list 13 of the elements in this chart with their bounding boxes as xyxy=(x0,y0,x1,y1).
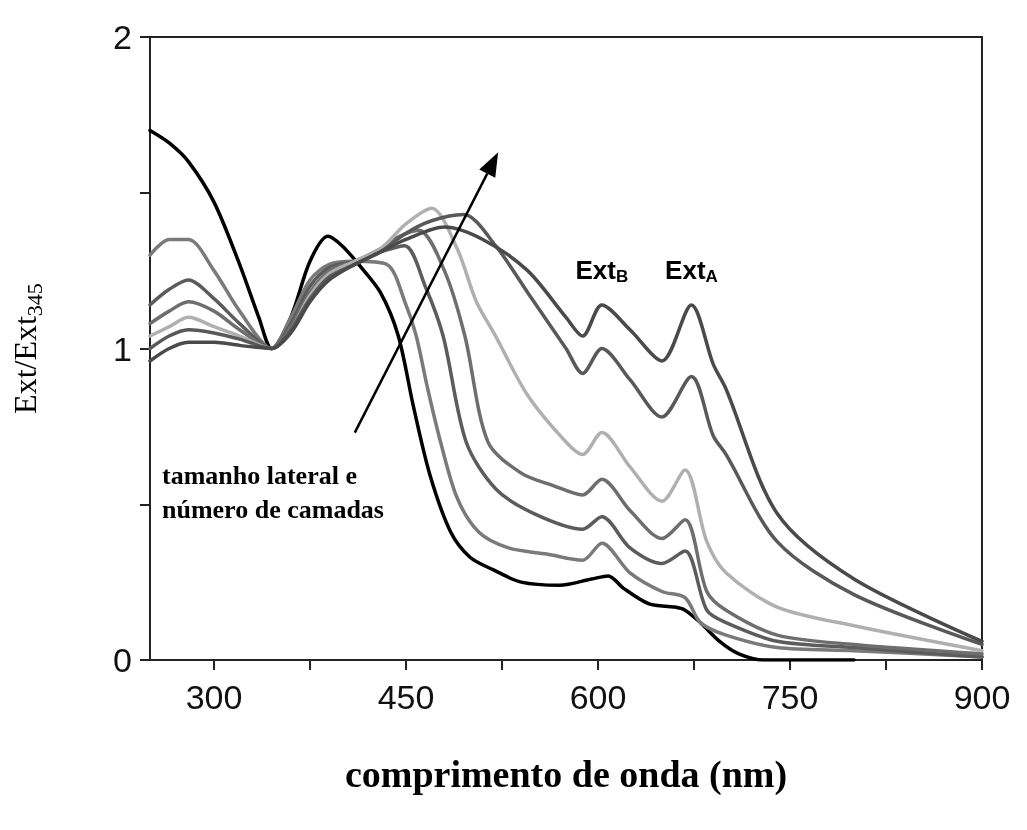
x-tick-label: 600 xyxy=(569,678,627,716)
x-tick-label: 300 xyxy=(185,678,243,716)
x-tick-label: 900 xyxy=(953,678,1011,716)
x-tick-label: 450 xyxy=(377,678,435,716)
y-tick-label: 2 xyxy=(113,18,132,56)
y-tick-label: 0 xyxy=(113,641,132,679)
annotation: ExtA xyxy=(665,255,718,286)
y-tick-label: 1 xyxy=(113,329,132,368)
x-axis-title: comprimento de onda (nm) xyxy=(344,753,788,796)
annotation: ExtB xyxy=(575,255,629,286)
annotation: tamanho lateral e número de camadas xyxy=(162,460,384,524)
x-tick-label: 750 xyxy=(761,678,819,716)
y-axis-title: Ext/Ext345 xyxy=(7,283,47,414)
